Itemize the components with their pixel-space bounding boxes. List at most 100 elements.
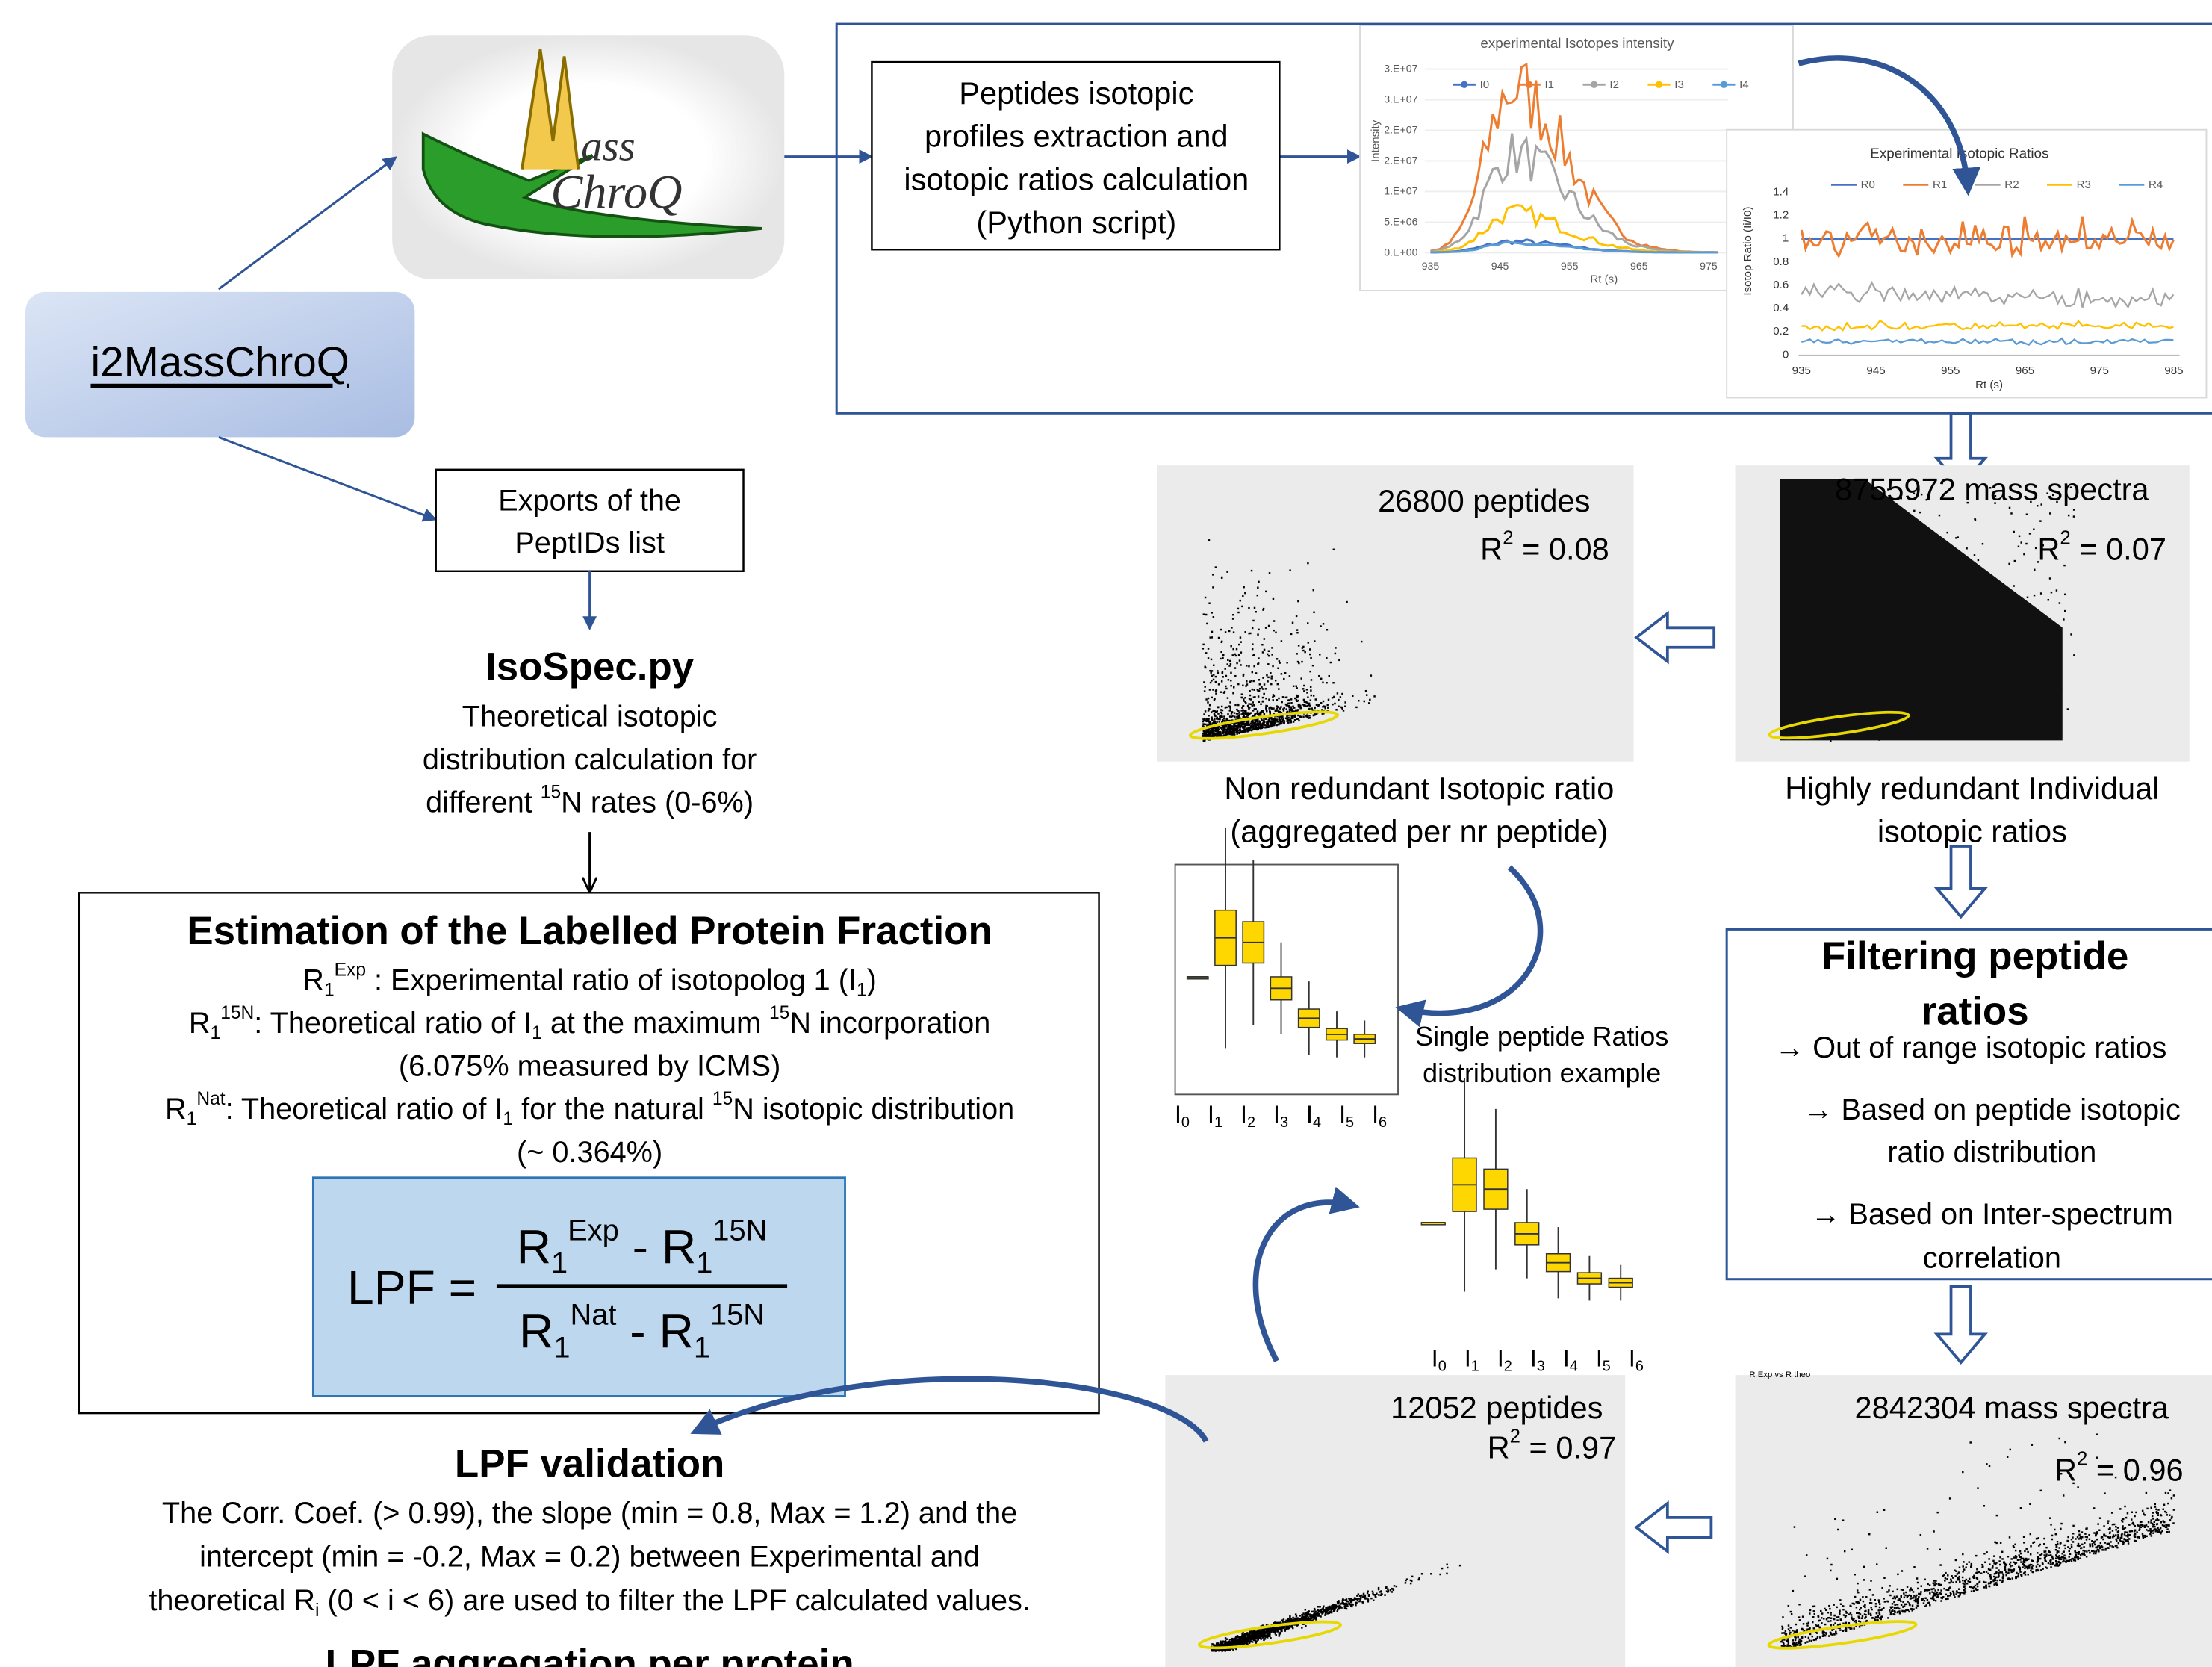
scatter-dot xyxy=(1874,1603,1877,1605)
scatter-dot xyxy=(1342,710,1345,712)
scatter-dot xyxy=(1227,728,1229,730)
scatter-dot xyxy=(2154,1525,2156,1528)
scatter-dot xyxy=(1314,1609,1316,1611)
scatter-dot xyxy=(1217,725,1220,728)
text-run: 1 xyxy=(857,980,867,1000)
scatter-dot xyxy=(1842,1519,1845,1521)
scatter-dot xyxy=(1220,715,1223,718)
scatter-dot xyxy=(1910,1595,1913,1598)
scatter-dot xyxy=(1964,1591,1967,1593)
scatter-dot xyxy=(1211,674,1214,677)
scatter-dot xyxy=(2104,1535,2107,1537)
scatter-dot xyxy=(1266,722,1268,725)
scatter-dot xyxy=(2060,1522,2063,1525)
scatter-dot xyxy=(1283,1628,1286,1630)
scatter-dot xyxy=(1863,1613,1866,1615)
scatter-dot xyxy=(1252,643,1254,645)
label: 8755972 mass spectra xyxy=(1835,472,2149,507)
scatter-dot xyxy=(2132,1521,2134,1524)
scatter-dot xyxy=(1216,1644,1218,1647)
scatter-dot xyxy=(1306,701,1308,704)
scatter-dot xyxy=(1255,724,1257,727)
scatter-dot xyxy=(1219,1645,1221,1647)
scatter-dot xyxy=(2082,1553,2084,1556)
scatter-dot xyxy=(1810,1639,1813,1642)
scatter-dot xyxy=(1957,1588,1960,1590)
scatter-dot xyxy=(1874,1598,1877,1601)
scatter-dot xyxy=(1904,1603,1907,1606)
scatter-dot xyxy=(2051,1538,2054,1541)
scatter-dot xyxy=(1220,1642,1222,1645)
scatter-dot xyxy=(1259,711,1261,714)
scatter-dot xyxy=(1258,580,1260,583)
text-run: Nat xyxy=(196,1089,225,1109)
scatter-dot xyxy=(1998,1560,2001,1562)
scatter-dot xyxy=(1243,700,1245,702)
scatter-dot xyxy=(2098,1544,2101,1547)
scatter-dot xyxy=(1405,1578,1408,1580)
scatter-dot xyxy=(1234,1642,1237,1645)
scatter-dot xyxy=(2154,1528,2157,1530)
scatter-dot xyxy=(1250,1635,1252,1637)
scatter-dot xyxy=(1877,1615,1879,1617)
scatter-dot xyxy=(1236,1636,1239,1639)
scatter-dot xyxy=(1939,1564,1942,1566)
scatter-dot xyxy=(1221,1642,1224,1645)
scatter-dot xyxy=(1329,661,1332,664)
scatter-dot xyxy=(1225,730,1228,733)
scatter-dot xyxy=(2109,1545,2111,1547)
scatter-dot xyxy=(1222,735,1225,738)
scatter-dot xyxy=(1238,1636,1241,1639)
scatter-dot xyxy=(1812,1610,1815,1612)
scatter-dot xyxy=(1792,1629,1794,1632)
scatter-dot xyxy=(1954,1559,1957,1562)
scatter-dot xyxy=(1255,708,1257,710)
scatter-dot xyxy=(1976,1568,1978,1571)
scatter-dot xyxy=(1888,1589,1890,1592)
scatter-dot xyxy=(1355,1598,1357,1601)
scatter-dot xyxy=(1801,1628,1804,1631)
scatter-dot xyxy=(2096,1433,2098,1435)
scatter-dot xyxy=(1361,1601,1364,1603)
scatter-dot xyxy=(2155,1472,2157,1475)
scatter-dot xyxy=(1239,726,1241,729)
scatter-dot xyxy=(2004,1568,2007,1571)
scatter-dot xyxy=(1343,1603,1346,1606)
scatter-dot xyxy=(1889,1585,1891,1587)
scatter-dot xyxy=(1288,708,1291,710)
scatter-dot xyxy=(1338,705,1340,707)
scatter-dot xyxy=(1243,586,1245,589)
scatter-dot xyxy=(2018,535,2021,538)
scatter-dot xyxy=(1843,1550,1846,1553)
scatter-dot xyxy=(2051,1558,2054,1560)
scatter-dot xyxy=(2069,1553,2072,1556)
scatter-dot xyxy=(2008,562,2010,565)
scatter-dot xyxy=(1261,1624,1264,1627)
scatter-dot xyxy=(1322,623,1325,625)
scatter-dot xyxy=(1257,1639,1259,1641)
y-tick-label: 3.E+07 xyxy=(1384,94,1417,106)
scatter-dot xyxy=(1795,1643,1797,1645)
scatter-dot xyxy=(1781,1627,1784,1630)
scatter-dot xyxy=(2054,1564,2057,1567)
scatter-dot xyxy=(1221,671,1223,674)
scatter-dot xyxy=(1256,1636,1259,1638)
scatter-dot xyxy=(2022,1561,2025,1563)
scatter-dot xyxy=(1203,713,1205,715)
scatter-dot xyxy=(1933,1530,1935,1533)
scatter-dot xyxy=(2119,1539,2121,1542)
scatter-dot xyxy=(1927,1583,1929,1586)
scatter-dot xyxy=(1285,704,1288,707)
scatter-dot xyxy=(2163,1524,2166,1527)
scatter-dot xyxy=(1276,1622,1279,1625)
scatter-dot xyxy=(1210,671,1212,674)
scatter-dot xyxy=(1249,1638,1252,1640)
scatter-dot xyxy=(1202,648,1205,650)
scatter-dot xyxy=(1250,1638,1252,1641)
scatter-dot xyxy=(1240,651,1243,654)
scatter-dot xyxy=(1218,728,1220,730)
scatter-dot xyxy=(1260,703,1262,705)
scatter-dot xyxy=(1266,1633,1269,1636)
scatter-dot xyxy=(1817,1625,1820,1628)
scatter-dot xyxy=(2076,1551,2078,1554)
